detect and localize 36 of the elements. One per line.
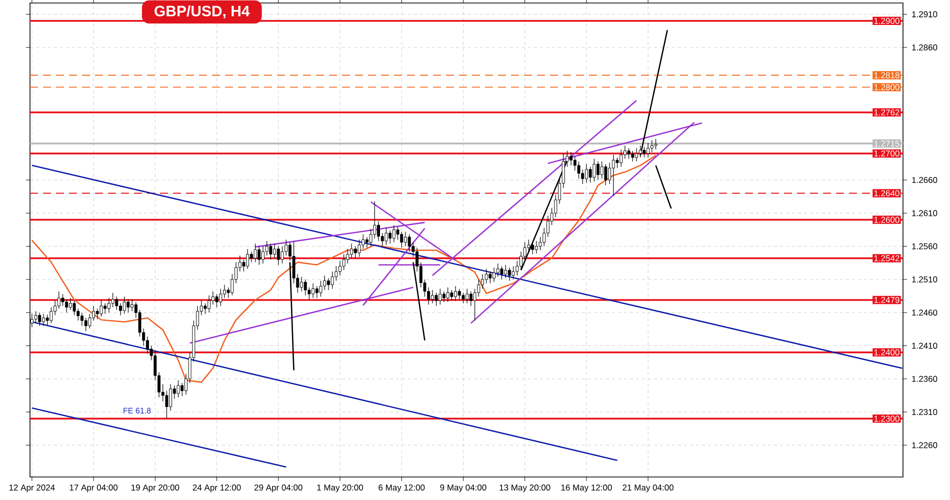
y-tick-label: 1.2410: [912, 342, 938, 349]
x-tick-label: 24 Apr 12:00: [192, 484, 241, 492]
y-tick-label: 1.2310: [912, 409, 938, 416]
ref-line-label: 1.2715: [874, 140, 900, 147]
ref-line-label: 1.2300: [874, 416, 900, 422]
chart-title: GBP/USD, H4: [154, 5, 250, 19]
x-tick-label: 16 May 12:00: [561, 484, 612, 492]
x-tick-label: 29 Apr 04:00: [254, 484, 302, 492]
x-tick-label: 21 May 04:00: [622, 484, 674, 492]
x-tick-label: 13 May 20:00: [500, 484, 550, 492]
ref-line-label: 1.2542: [874, 255, 900, 262]
ref-line-label: 1.2900: [874, 18, 900, 24]
y-tick-label: 1.2910: [912, 11, 938, 18]
ref-line-label: 1.2400: [874, 349, 900, 356]
ref-line-label: 1.2762: [874, 109, 900, 116]
ref-line-label: 1.2640: [874, 190, 900, 196]
y-tick-label: 1.2460: [912, 310, 938, 316]
ref-line-label: 1.2818: [874, 72, 900, 78]
ref-line-label: 1.2800: [874, 84, 900, 90]
x-tick-label: 19 Apr 20:00: [131, 484, 180, 492]
y-tick-label: 1.2660: [912, 176, 938, 183]
x-tick-label: 9 May 04:00: [440, 484, 486, 492]
ref-line-label: 1.2700: [874, 150, 900, 156]
y-tick-label: 1.2560: [912, 243, 938, 250]
x-tick-label: 12 Apr 2024: [9, 484, 55, 492]
x-tick-label: 1 May 20:00: [317, 484, 364, 492]
y-tick-label: 1.2360: [912, 376, 938, 382]
annotation: FE 61.8: [124, 408, 151, 414]
ref-line-label: 1.2479: [874, 296, 900, 303]
ref-line-label: 1.2600: [874, 216, 900, 223]
x-tick-label: 6 May 12:00: [378, 484, 425, 492]
y-tick-label: 1.2510: [912, 276, 938, 282]
y-tick-label: 1.2860: [912, 44, 938, 50]
y-tick-label: 1.2610: [912, 210, 938, 216]
y-tick-label: 1.2260: [912, 442, 938, 448]
x-tick-label: 17 Apr 04:00: [70, 484, 118, 492]
